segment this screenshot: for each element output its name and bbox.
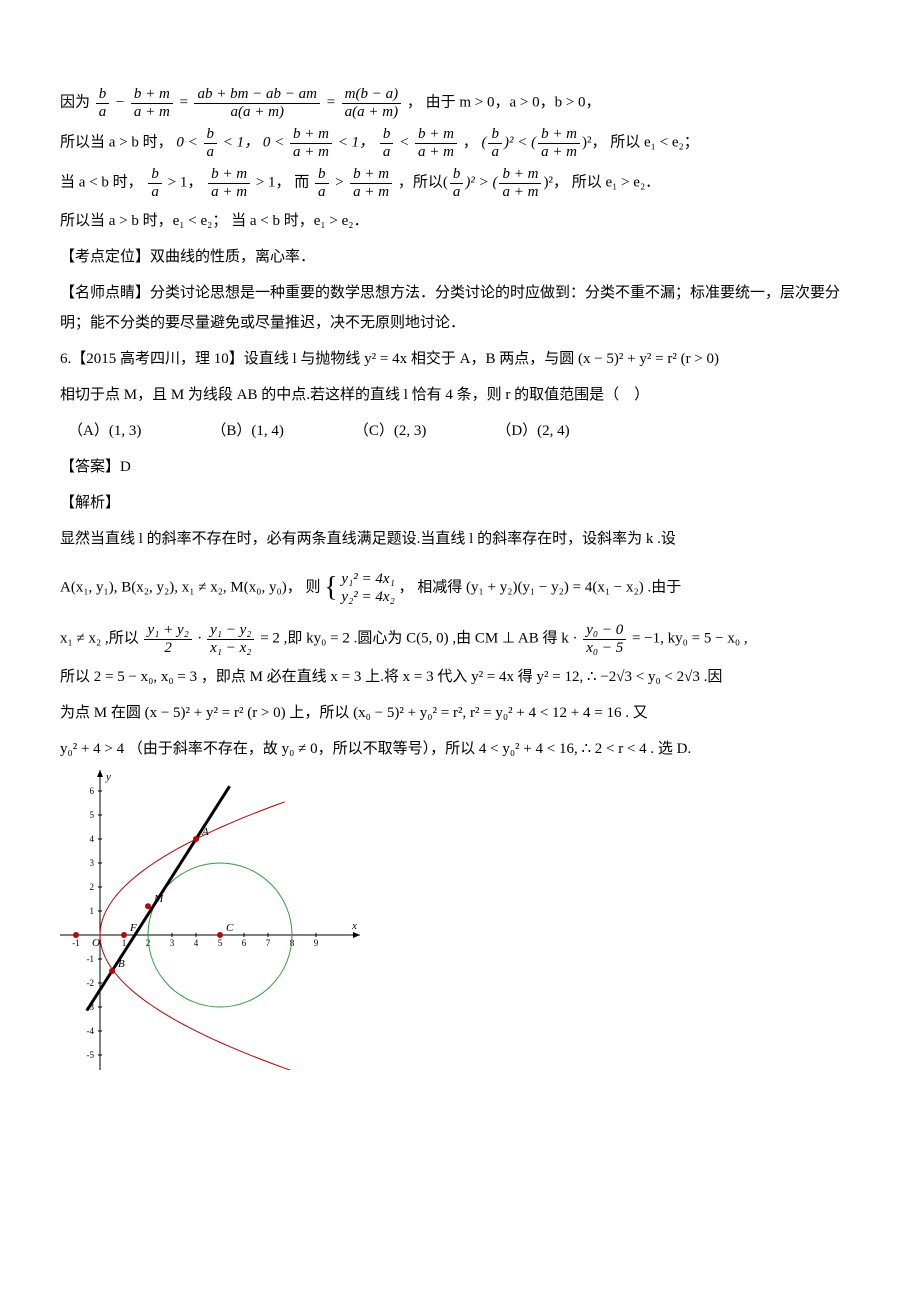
svg-text:C: C (226, 922, 234, 934)
svg-text:B: B (118, 958, 125, 970)
answer: 【答案】D (60, 452, 860, 482)
svg-text:-5: -5 (87, 1050, 95, 1060)
svg-text:-1: -1 (87, 954, 95, 964)
p1-post: ， 由于 m > 0，a > 0，b > 0， (407, 94, 601, 110)
sol-3: x₁ ≠ x₂ ,所以 y₁ + y₂2 · y₁ − y₂x₁ − x₂ = … (60, 622, 860, 656)
para-3: 当 a < b 时， ba > 1， b + ma + m > 1， 而 ba … (60, 166, 860, 200)
choice-b: （B）(1, 4) (211, 416, 284, 446)
svg-text:9: 9 (314, 938, 319, 948)
svg-text:5: 5 (218, 938, 223, 948)
svg-text:O: O (92, 937, 100, 949)
para-4: 所以当 a > b 时，e₁ < e₂； 当 a < b 时，e₁ > e₂． (60, 206, 860, 236)
para-1: 因为 ba − b + ma + m = ab + bm − ab − ama(… (60, 86, 860, 120)
svg-text:4: 4 (90, 834, 95, 844)
p1-pre: 因为 (60, 94, 90, 110)
sol-1: 显然当直线 l 的斜率不存在时，必有两条直线满足题设.当直线 l 的斜率存在时，… (60, 524, 860, 554)
choice-c: （C）(2, 3) (354, 416, 427, 446)
svg-text:2: 2 (90, 882, 95, 892)
svg-text:6: 6 (242, 938, 247, 948)
para-6: 【名师点睛】分类讨论思想是一种重要的数学思想方法．分类讨论的时应做到：分类不重不… (60, 278, 860, 338)
svg-text:-4: -4 (87, 1026, 95, 1036)
question-6b: 相切于点 M，且 M 为线段 AB 的中点.若这样的直线 l 恰有 4 条，则 … (60, 380, 860, 410)
geometry-chart: -1123456789123456-1-2-3-4-5-6xyOFCMAB (60, 770, 360, 1070)
choice-d: （D）(2, 4) (496, 416, 569, 446)
choice-row: （A）(1, 3) （B）(1, 4) （C）(2, 3) （D）(2, 4) (68, 416, 860, 446)
frac-1c: ab + bm − ab − ama(a + m) (194, 86, 320, 120)
svg-text:3: 3 (90, 858, 95, 868)
svg-text:y: y (105, 771, 111, 783)
svg-text:x: x (351, 920, 357, 932)
svg-text:7: 7 (266, 938, 271, 948)
svg-text:-1: -1 (72, 938, 80, 948)
para-5: 【考点定位】双曲线的性质，离心率． (60, 242, 860, 272)
frac-1a: ba (96, 86, 110, 120)
sol-4: 所以 2 = 5 − x₀, x₀ = 3 ，即点 M 必在直线 x = 3 上… (60, 662, 860, 692)
frac-1d: m(b − a)a(a + m) (342, 86, 401, 120)
para-2: 所以当 a > b 时， 0 < ba < 1， 0 < b + ma + m … (60, 126, 860, 160)
svg-text:-2: -2 (87, 978, 95, 988)
frac-1b: b + ma + m (131, 86, 173, 120)
svg-text:F: F (129, 922, 137, 934)
svg-text:1: 1 (90, 906, 95, 916)
svg-text:4: 4 (194, 938, 199, 948)
question-6a: 6.【2015 高考四川，理 10】设直线 l 与抛物线 y² = 4x 相交于… (60, 344, 860, 374)
sol-2: A(x₁, y₁), B(x₂, y₂), x₁ ≠ x₂, M(x₀, y₀)… (60, 560, 860, 616)
svg-text:6: 6 (90, 786, 95, 796)
choice-a: （A）(1, 3) (68, 416, 141, 446)
svg-text:3: 3 (170, 938, 175, 948)
svg-text:A: A (201, 826, 209, 838)
svg-text:5: 5 (90, 810, 95, 820)
solution-head: 【解析】 (60, 488, 860, 518)
svg-text:M: M (153, 893, 164, 905)
sol-6: y₀² + 4 > 4 （由于斜率不存在，故 y₀ ≠ 0，所以不取等号），所以… (60, 734, 860, 764)
svg-text:1: 1 (122, 938, 127, 948)
sol-5: 为点 M 在圆 (x − 5)² + y² = r² (r > 0) 上，所以 … (60, 698, 860, 728)
